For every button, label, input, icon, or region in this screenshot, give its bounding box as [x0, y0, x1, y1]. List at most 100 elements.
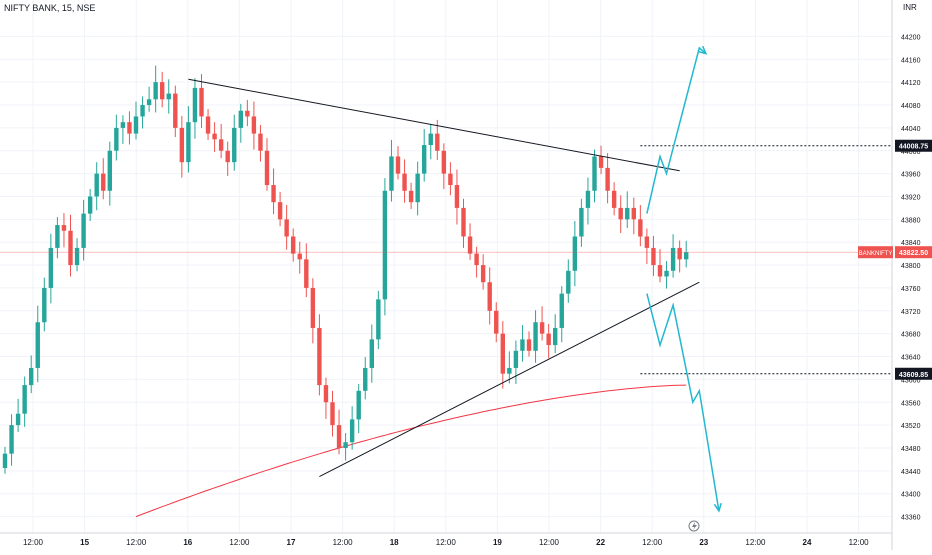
candle-body — [402, 173, 407, 191]
y-tick-label: 43800 — [901, 263, 921, 270]
x-tick-label: 15 — [80, 538, 89, 547]
symbol-badge-label: BANKNIFTY — [859, 251, 893, 257]
candle-body — [428, 133, 433, 146]
symbol-header: NIFTY BANK, 15, NSE — [4, 3, 96, 13]
candle-body — [277, 202, 283, 220]
candle-body — [251, 116, 257, 134]
candle-body — [264, 150, 270, 186]
candle-body — [376, 299, 381, 340]
candle-body — [415, 173, 420, 203]
currency-label: INR — [903, 3, 917, 12]
last-price-label: 43822.50 — [899, 250, 928, 257]
candle-body — [22, 385, 27, 414]
symbol-badge — [858, 246, 893, 259]
candle-body — [120, 122, 126, 128]
y-tick-label: 44120 — [901, 80, 921, 87]
candle-body — [166, 93, 171, 100]
candle-body — [356, 390, 361, 420]
x-tick-label: 12:00 — [745, 538, 766, 547]
candle-body — [579, 207, 584, 237]
candle-body — [526, 339, 532, 351]
candle-body — [271, 185, 276, 203]
x-tick-label: 17 — [287, 538, 296, 547]
trendline-lower-support[interactable] — [319, 281, 700, 478]
candle-body — [539, 322, 545, 334]
candle-body — [61, 225, 67, 231]
moving-average-line — [135, 384, 687, 518]
candle-body — [520, 339, 525, 351]
y-tick-label: 43720 — [901, 309, 921, 316]
candle-body — [94, 173, 99, 197]
candle-body — [631, 207, 636, 220]
candle-body — [225, 150, 230, 163]
candle-body — [559, 293, 564, 328]
candle-body — [533, 322, 538, 351]
candle-body — [435, 133, 440, 151]
y-tick-label: 44160 — [901, 57, 921, 64]
candle-body — [566, 270, 571, 294]
candle-body — [494, 310, 499, 334]
candle-body — [258, 133, 263, 151]
candle-body — [474, 253, 479, 266]
x-tick-label: 12:00 — [539, 538, 560, 547]
candle-body — [179, 127, 185, 163]
price-level-badge — [895, 367, 932, 380]
candle-body — [598, 156, 604, 168]
candle-body — [87, 196, 93, 214]
x-tick-label: 19 — [493, 538, 502, 547]
price-level-badge — [895, 139, 932, 152]
candle-body — [238, 110, 243, 128]
y-tick-label: 43760 — [901, 286, 921, 293]
candle-body — [323, 385, 329, 403]
x-tick-label: 23 — [699, 538, 708, 547]
candle-body — [146, 99, 152, 106]
candle-body — [513, 350, 519, 368]
y-tick-label: 43600 — [901, 377, 921, 384]
projection-breakdown[interactable] — [646, 293, 720, 512]
candle-body — [363, 367, 368, 391]
x-tick-label: 12:00 — [229, 538, 250, 547]
candle-body — [664, 270, 669, 277]
candle-body — [199, 87, 204, 117]
candle-body — [74, 247, 80, 266]
y-tick-label: 44200 — [901, 34, 921, 41]
candle-body — [507, 367, 512, 374]
candle-body — [572, 236, 578, 271]
lightning-glyph — [692, 522, 697, 530]
candle-body — [160, 82, 165, 100]
last-price-badge — [895, 246, 932, 259]
candle-body — [611, 190, 617, 208]
candle-body — [684, 252, 689, 260]
y-tick-label: 43560 — [901, 400, 921, 407]
candle-body — [454, 185, 460, 208]
projection-breakout-up[interactable] — [646, 46, 707, 214]
projection-arrowhead — [713, 502, 722, 513]
candle-body — [127, 122, 132, 134]
candle-body — [448, 173, 453, 186]
candle-body — [114, 127, 119, 151]
candle-body — [670, 247, 676, 271]
candle-body — [48, 247, 54, 288]
candle-body — [192, 87, 198, 123]
candle-body — [68, 230, 73, 266]
candle-body — [9, 425, 14, 454]
y-tick-label: 43520 — [901, 423, 921, 430]
x-tick-label: 12:00 — [849, 538, 870, 547]
y-tick-label: 43360 — [901, 515, 921, 522]
trendline-upper-resistance[interactable] — [188, 78, 680, 172]
candle-body — [618, 207, 623, 220]
candle-body — [2, 453, 8, 468]
candle-body — [107, 150, 112, 191]
candle-body — [284, 219, 289, 237]
y-tick-label: 44000 — [901, 149, 921, 156]
candle-body — [232, 127, 237, 163]
x-tick-label: 12:00 — [23, 538, 44, 547]
candle-body — [638, 219, 643, 237]
candle-body — [487, 282, 492, 311]
candle-body — [422, 145, 427, 174]
candle-body — [651, 247, 656, 266]
candle-body — [153, 82, 158, 100]
candle-body — [408, 190, 414, 203]
